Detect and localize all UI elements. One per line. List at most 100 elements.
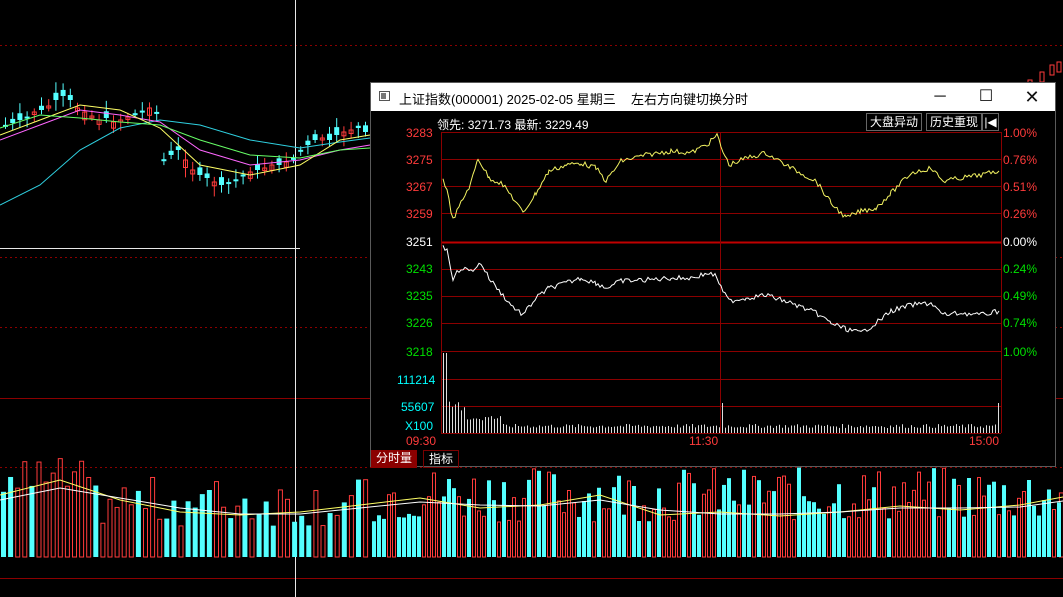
volume-bar [872,487,876,557]
volume-bar [727,478,731,557]
volume-bar [702,493,706,558]
volume-bar [627,480,631,558]
volume-bar [29,485,35,557]
intraday-popup-window[interactable]: 上证指数(000001) 2025-02-05 星期三 左右方向键切换分时 ─ … [370,82,1056,468]
volume-bar [632,486,636,557]
volume-bar [602,508,606,558]
minimize-button[interactable]: ─ [934,88,946,105]
volume-bar [802,496,806,557]
volume-bar [1052,508,1056,558]
volume-bar [747,504,751,557]
back-to-start-icon[interactable]: |◀ [982,113,999,131]
volume-bar [214,481,219,558]
volume-bar [107,498,113,558]
percent-tick-label: 1.00% [1003,345,1038,359]
close-button[interactable]: ✕ [1024,87,1040,107]
volume-bar [902,482,906,558]
candle-body [226,182,232,185]
candle-body [1039,71,1045,83]
volume-bar [427,496,431,558]
volume-bar [912,489,916,558]
volume-bar [320,525,326,558]
volume-bar [242,498,248,557]
tab-volume[interactable]: 分时量 [371,450,418,468]
candle-body [111,121,116,129]
popup-hint: 左右方向键切换分时 [631,92,749,107]
candle-body [341,131,347,137]
volume-bar [341,502,347,557]
volume-bar [407,513,411,557]
intraday-average-line [442,132,1000,219]
volume-bar [757,480,761,557]
candle-body [103,111,109,118]
volume-bar [412,515,416,557]
lead-label: 领先: [437,118,465,132]
percent-tick-label: 1.00% [1003,126,1038,140]
volume-bar [652,509,656,558]
candle-body [139,110,145,113]
volume-bar [687,472,691,558]
volume-bar [135,490,141,557]
volume-bar [8,476,14,557]
volume-bar [348,495,354,558]
volume-bar [712,468,716,558]
volume-bar [647,521,651,557]
history-replay-button[interactable]: 历史重现 [926,113,983,131]
volume-bar [577,516,581,557]
volume-bar [178,525,184,558]
volume-bar [617,475,621,557]
market-movement-button[interactable]: 大盘异动 [866,113,923,131]
volume-bar [292,521,298,557]
volume-bar [199,494,205,557]
volume-bar [987,484,991,557]
price-tick-label: 3218 [406,345,433,359]
price-tick-label: 3235 [406,289,433,303]
candle-body [175,146,181,150]
volume-bar [892,486,896,558]
intraday-price-line [442,245,1000,333]
volume-bar [93,485,99,557]
candle-body [319,137,325,141]
volume-bar [947,507,951,557]
volume-bar [372,521,376,557]
intraday-chart[interactable] [371,83,1055,468]
volume-bar [907,501,911,558]
volume-bar [792,519,796,558]
candle-body [168,150,174,155]
volume-ma-line [0,479,1063,517]
volume-bar [667,516,671,558]
popup-titlebar[interactable]: 上证指数(000001) 2025-02-05 星期三 左右方向键切换分时 ─ … [371,83,1055,111]
volume-bar [707,489,711,558]
volume-bar [1037,515,1041,557]
volume-bar [192,507,198,557]
price-tick-label: 3251 [406,235,433,249]
volume-bar [256,514,262,557]
volume-bar [442,496,446,557]
candle-body [190,169,196,175]
ma-line-green [0,114,371,159]
volume-bar [557,500,561,558]
volume-bar [722,484,726,557]
volume-bar [587,493,591,557]
volume-bar [692,483,696,557]
volume-bar [607,508,611,558]
volume-bar [1032,505,1036,557]
volume-bar [79,460,85,558]
candle-body [17,113,23,120]
candle-body [46,105,52,109]
volume-bar [121,487,127,558]
volume-bar [306,525,312,557]
volume-bar [767,490,771,558]
volume-bar [807,501,811,557]
volume-bar [612,487,616,557]
candle-body [247,171,253,179]
percent-tick-label: 0.74% [1003,316,1038,330]
volume-bar [72,471,77,558]
candle-body [1049,64,1055,76]
volume-bar [387,494,391,558]
maximize-button[interactable]: ☐ [978,88,994,105]
candle-body [132,113,138,116]
tab-indicator[interactable]: 指标 [423,450,460,468]
volume-bar [532,468,536,558]
candle-body [211,181,217,187]
